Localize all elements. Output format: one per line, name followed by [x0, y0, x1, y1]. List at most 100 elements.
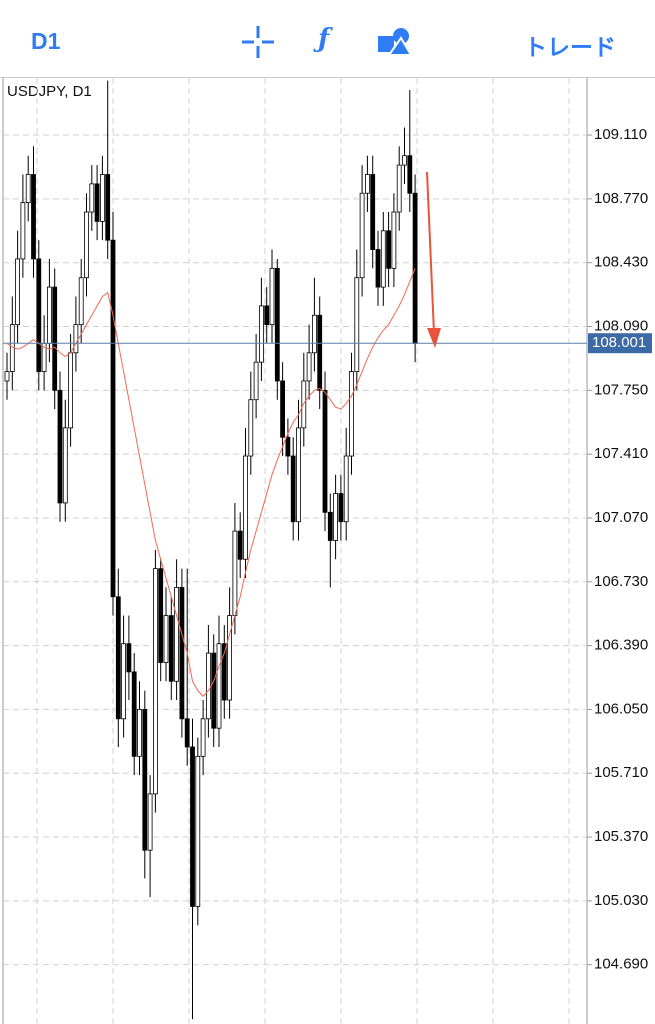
candle-body: [216, 643, 222, 729]
candle-body: [396, 164, 402, 213]
candle-body: [386, 230, 392, 269]
candle-body: [359, 192, 365, 279]
candle-body: [158, 568, 164, 663]
candle-body: [68, 352, 73, 429]
candle-body: [78, 277, 84, 326]
candle-body: [285, 436, 291, 457]
candle-body: [131, 671, 137, 757]
candle-body: [89, 183, 95, 213]
candle-body: [137, 709, 142, 757]
candle-body: [163, 615, 169, 663]
candle-body: [168, 615, 174, 682]
candle-body: [121, 643, 126, 720]
candle-body: [36, 258, 42, 372]
candle-body: [31, 174, 36, 260]
y-tick-label: 108.770: [594, 190, 648, 207]
candle-body: [184, 718, 190, 748]
annotation-arrow: [426, 171, 435, 334]
y-tick-label: 104.690: [594, 956, 648, 973]
candle-body: [253, 361, 259, 401]
candle-body: [258, 305, 264, 363]
candle-body: [4, 371, 10, 382]
y-tick-label: 106.390: [594, 637, 648, 654]
y-tick-label: 105.030: [594, 892, 648, 909]
current-price-label: 108.001: [592, 334, 646, 351]
current-price-box: [588, 333, 652, 354]
candle-body: [190, 746, 195, 907]
candle-body: [174, 587, 180, 682]
candle-body: [375, 249, 381, 288]
candle-body: [15, 258, 21, 326]
candle-body: [354, 277, 360, 372]
y-tick-label: 108.090: [594, 317, 648, 334]
candle-body: [115, 596, 121, 720]
indicator-icon[interactable]: ƒ: [318, 24, 330, 54]
trade-button[interactable]: トレード: [524, 34, 616, 60]
candle-body: [152, 568, 158, 795]
y-tick-label: 107.070: [594, 509, 648, 526]
candle-body: [105, 174, 111, 241]
candle-body: [264, 305, 270, 326]
candle-body: [322, 389, 328, 513]
annotation-arrowhead: [427, 328, 441, 348]
objects-icon[interactable]: [377, 26, 411, 56]
y-tick-label: 109.110: [594, 126, 647, 143]
candle-body: [237, 530, 243, 560]
candle-body: [274, 267, 280, 382]
candle-body: [243, 455, 248, 560]
candle-body: [47, 286, 52, 344]
candle-body: [62, 427, 68, 504]
candle-body: [73, 324, 79, 354]
candle-body: [402, 155, 407, 166]
y-tick-label: 107.750: [594, 381, 648, 398]
candle-body: [20, 202, 26, 260]
crosshair-icon[interactable]: [242, 26, 274, 58]
candle-body: [142, 709, 148, 851]
candle-body: [126, 643, 132, 673]
candle-body: [179, 587, 185, 720]
candle-body: [333, 493, 339, 541]
toolbar: D1 ƒ トレード: [0, 0, 655, 78]
candle-body: [407, 155, 413, 194]
candle-body: [290, 455, 296, 523]
candle-body: [338, 493, 344, 523]
y-tick-label: 107.410: [594, 445, 648, 462]
candle-body: [306, 352, 312, 382]
candle-body: [205, 652, 211, 720]
candle-body: [57, 389, 63, 504]
candle-body: [200, 718, 206, 757]
candle-body: [147, 793, 153, 851]
candle-body: [221, 643, 227, 701]
chart: USDJPY, D1 109.110108.770108.430108.0901…: [2, 78, 652, 1024]
candle-body: [317, 314, 323, 391]
y-tick-label: 106.050: [594, 700, 648, 717]
candle-body: [391, 211, 397, 269]
candle-body: [94, 183, 100, 222]
candle-body: [269, 267, 275, 326]
candle-body: [296, 427, 301, 523]
moving-average: [6, 268, 416, 698]
candle-body: [211, 652, 217, 729]
candle-body: [195, 755, 201, 907]
candle-body: [343, 455, 349, 523]
chart-title: USDJPY, D1: [7, 83, 92, 100]
candle-body: [100, 174, 105, 222]
candle-body: [52, 286, 58, 391]
candle-body: [380, 230, 386, 288]
candle-body: [110, 239, 116, 598]
timeframe-button[interactable]: D1: [31, 28, 61, 54]
candle-body: [370, 174, 376, 250]
candle-body: [84, 211, 89, 279]
y-tick-label: 106.730: [594, 573, 648, 590]
candle-body: [280, 380, 286, 438]
candle-body: [25, 174, 31, 204]
candle-body: [232, 530, 238, 616]
candle-body: [327, 511, 333, 541]
candle-body: [248, 399, 254, 457]
y-tick-label: 105.370: [594, 828, 648, 845]
candle-body: [227, 615, 233, 701]
y-tick-label: 108.430: [594, 254, 648, 271]
candle-body: [349, 371, 354, 457]
y-tick-label: 105.710: [594, 764, 648, 781]
